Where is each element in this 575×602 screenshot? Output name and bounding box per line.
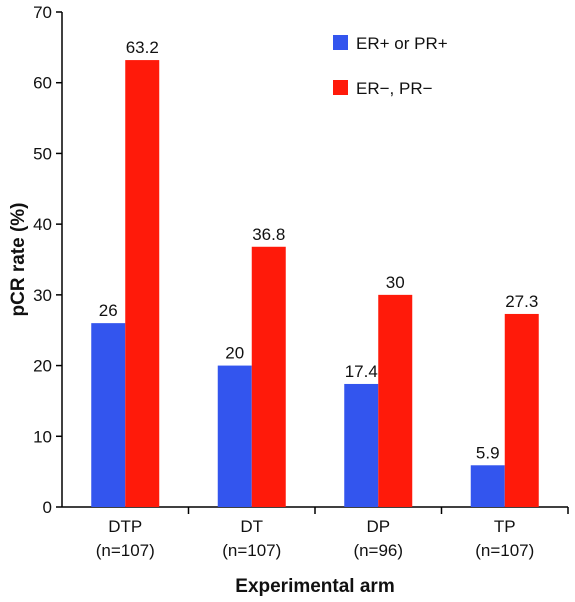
category-sublabel: (n=96): [353, 541, 403, 560]
legend-label: ER+ or PR+: [356, 34, 448, 53]
data-label: 26: [99, 301, 118, 320]
bar-dtp-series-2: [125, 60, 160, 507]
data-label: 27.3: [505, 292, 538, 311]
legend-swatch: [333, 80, 348, 95]
data-label: 36.8: [252, 225, 285, 244]
bars: [91, 60, 539, 507]
category-label: DT: [240, 517, 263, 536]
data-label: 20: [225, 344, 244, 363]
bar-dt-series-1: [217, 365, 252, 507]
category-sublabel: (n=107): [475, 541, 534, 560]
category-label: DP: [366, 517, 390, 536]
y-tick-label: 20: [33, 357, 52, 376]
x-axis-title: Experimental arm: [235, 576, 394, 597]
category-labels: DTP (n=107) DT (n=107) DP (n=96) TP (n=107): [96, 517, 535, 560]
data-label: 5.9: [476, 443, 500, 462]
category-label: TP: [494, 517, 516, 536]
bar-dt-series-2: [251, 246, 286, 507]
y-tick-label: 30: [33, 286, 52, 305]
bar-dp-series-2: [378, 294, 413, 507]
data-label: 30: [386, 273, 405, 292]
bar-tp-series-1: [470, 465, 505, 507]
data-label: 17.4: [345, 362, 378, 381]
data-labels: 26 63.2 20 36.8 17.4 30 5.9 27.3: [99, 38, 539, 462]
category-sublabel: (n=107): [96, 541, 155, 560]
y-tick-label: 40: [33, 215, 52, 234]
legend: ER+ or PR+ ER−, PR−: [333, 34, 448, 98]
category-label: DTP: [108, 517, 142, 536]
y-tick-label: 10: [33, 427, 52, 446]
bar-dtp-series-1: [91, 323, 126, 507]
y-tick-label: 50: [33, 144, 52, 163]
bar-dp-series-1: [344, 383, 379, 507]
bar-tp-series-2: [504, 313, 539, 507]
legend-swatch: [333, 35, 348, 50]
y-axis-title: pCR rate (%): [8, 202, 29, 316]
data-label: 63.2: [126, 38, 159, 57]
y-tick-label: 60: [33, 74, 52, 93]
legend-label: ER−, PR−: [356, 79, 433, 98]
category-sublabel: (n=107): [222, 541, 281, 560]
y-tick-label: 70: [33, 3, 52, 22]
y-tick-label: 0: [43, 498, 52, 517]
